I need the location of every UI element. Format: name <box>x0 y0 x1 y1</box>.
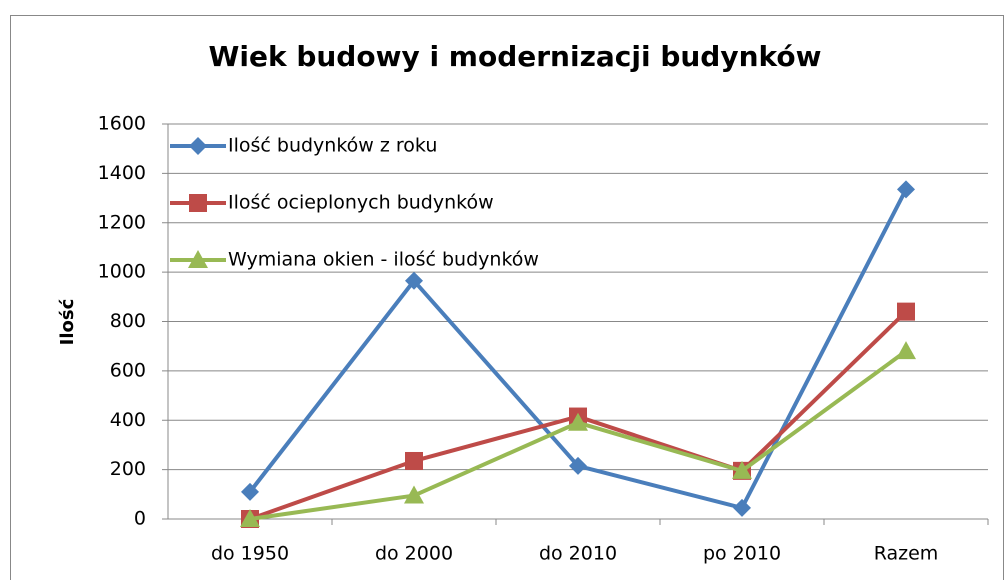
y-tick-label: 1400 <box>98 162 146 184</box>
y-tick-label: 1600 <box>98 113 146 135</box>
point-marker <box>733 498 751 517</box>
x-tick-label: do 1950 <box>211 543 289 565</box>
y-tick-label: 800 <box>110 310 146 332</box>
x-tick-label: po 2010 <box>703 543 781 565</box>
y-axis-label: Ilość <box>57 298 78 345</box>
y-tick-label: 200 <box>110 458 146 480</box>
point-marker <box>568 412 588 431</box>
point-marker <box>897 180 915 199</box>
x-tick-label: do 2010 <box>539 543 617 565</box>
legend-label: Wymiana okien - ilość budynków <box>228 249 539 271</box>
y-tick-label: 600 <box>110 359 146 381</box>
x-tick-label: do 2000 <box>375 543 453 565</box>
point-marker <box>405 271 423 290</box>
point-marker <box>241 482 259 501</box>
point-marker <box>732 460 752 479</box>
y-tick-label: 1200 <box>98 211 146 233</box>
point-marker <box>240 509 260 527</box>
y-tick-label: 400 <box>110 409 146 431</box>
point-marker <box>569 456 587 475</box>
legend-marker <box>188 250 208 268</box>
legend-marker <box>189 194 207 212</box>
point-marker <box>404 485 424 504</box>
legend-marker <box>189 137 207 155</box>
x-tick-label: Razem <box>874 543 939 565</box>
legend-label: Ilość ocieplonych budynków <box>228 192 494 214</box>
chart-frame <box>10 15 1004 580</box>
chart-title: Wiek budowy i modernizacji budynków <box>208 40 821 73</box>
y-tick-label: 0 <box>134 508 146 530</box>
point-marker <box>897 302 915 321</box>
legend-label: Ilość budynków z roku <box>228 135 437 157</box>
y-tick-label: 1000 <box>98 261 146 283</box>
point-marker <box>405 451 423 470</box>
point-marker <box>896 341 916 360</box>
